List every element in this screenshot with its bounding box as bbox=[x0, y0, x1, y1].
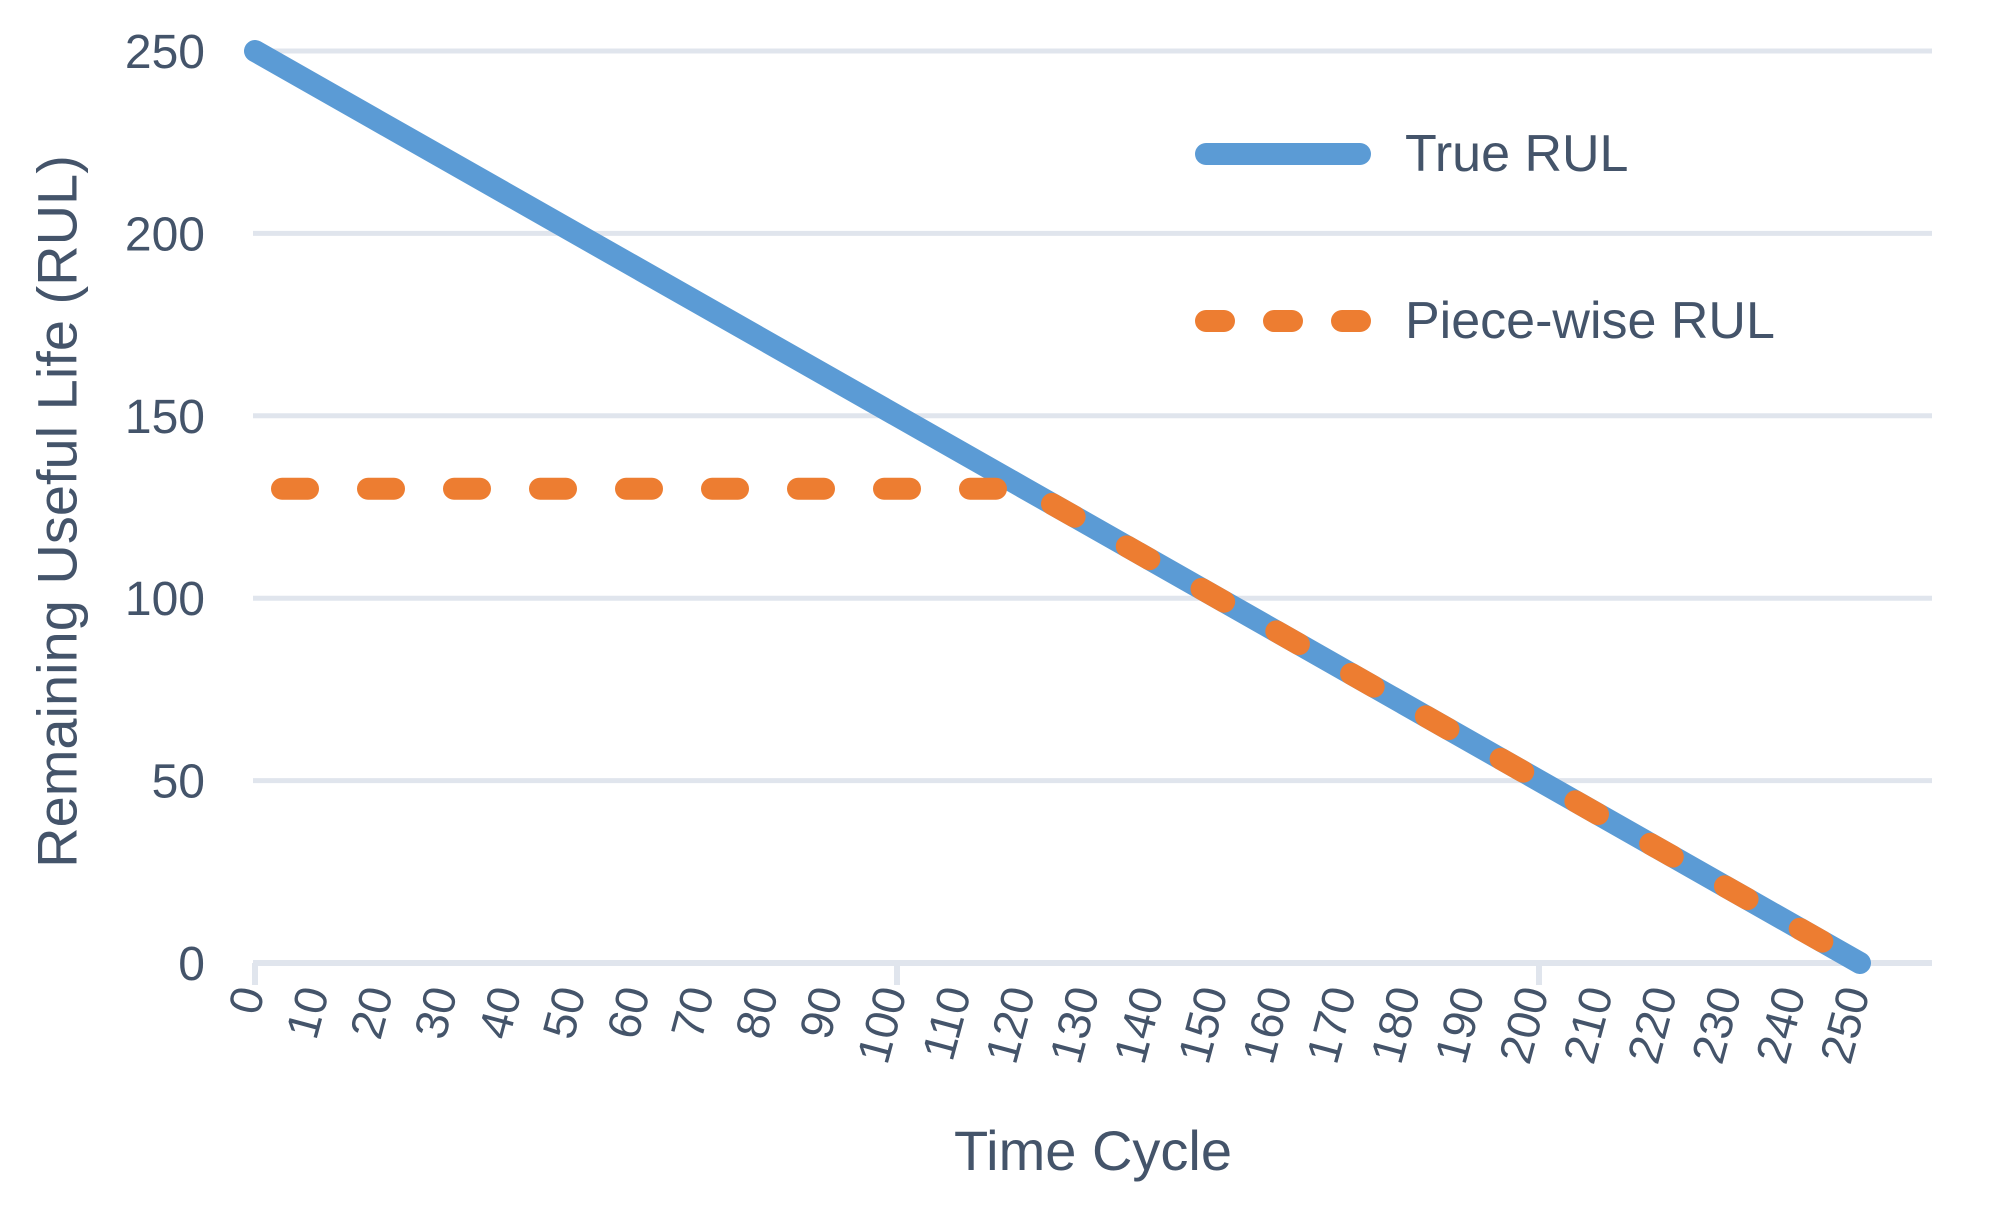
x-tick-label: 160 bbox=[1232, 981, 1302, 1069]
piecewise-rul-line bbox=[244, 477, 1871, 974]
y-axis-title: Remaining Useful Life (RUL) bbox=[25, 155, 89, 868]
x-tick-label: 30 bbox=[404, 981, 467, 1044]
x-tick-label: 230 bbox=[1681, 981, 1751, 1069]
y-tick-label: 250 bbox=[125, 26, 205, 79]
x-tick-label: 70 bbox=[661, 981, 724, 1044]
legend: True RUL Piece-wise RUL bbox=[1195, 118, 1775, 357]
x-axis-title: Time Cycle bbox=[954, 1119, 1232, 1182]
x-tick-label: 130 bbox=[1039, 981, 1109, 1069]
y-tick-label: 100 bbox=[125, 573, 205, 626]
y-tick-label: 150 bbox=[125, 391, 205, 444]
x-tick-label: 150 bbox=[1168, 981, 1238, 1069]
x-tick-label: 60 bbox=[596, 981, 659, 1044]
x-tick-label: 0 bbox=[218, 981, 275, 1019]
dash-icon bbox=[1195, 310, 1235, 332]
piecewise-rul-line-swatch bbox=[1195, 310, 1371, 332]
x-tick-label: 250 bbox=[1810, 981, 1880, 1069]
x-tick-label: 180 bbox=[1360, 981, 1430, 1069]
x-tick-label: 50 bbox=[532, 981, 595, 1044]
x-tick-label: 120 bbox=[975, 981, 1045, 1069]
x-tick-label: 170 bbox=[1296, 981, 1366, 1069]
legend-item-true-rul: True RUL bbox=[1195, 118, 1775, 190]
x-tick-label: 20 bbox=[340, 981, 403, 1044]
x-tick-label: 190 bbox=[1424, 981, 1494, 1069]
y-tick-label: 200 bbox=[125, 208, 205, 261]
x-tick-label: 10 bbox=[275, 981, 338, 1044]
x-tick-label: 240 bbox=[1745, 981, 1815, 1069]
x-tick-label: 110 bbox=[912, 981, 981, 1065]
x-tick-label: 90 bbox=[789, 981, 852, 1044]
solid-line-icon bbox=[1195, 143, 1371, 165]
x-tick-label: 220 bbox=[1617, 981, 1687, 1069]
true-rul-line-swatch bbox=[1195, 143, 1371, 165]
legend-label-piecewise-rul: Piece-wise RUL bbox=[1405, 292, 1775, 350]
x-tick-label: 200 bbox=[1489, 981, 1559, 1069]
x-tick-label: 40 bbox=[468, 981, 531, 1044]
y-tick-label: 50 bbox=[152, 756, 205, 809]
legend-label-true-rul: True RUL bbox=[1405, 125, 1629, 183]
y-tick-label: 0 bbox=[178, 938, 205, 991]
dash-icon bbox=[1331, 310, 1371, 332]
x-tick-label: 80 bbox=[725, 981, 788, 1044]
x-tick-label: 100 bbox=[847, 981, 917, 1069]
x-tick-label: 140 bbox=[1103, 981, 1173, 1069]
legend-item-piecewise-rul: Piece-wise RUL bbox=[1195, 285, 1775, 357]
dash-icon bbox=[1263, 310, 1303, 332]
x-tick-label: 210 bbox=[1553, 981, 1623, 1069]
